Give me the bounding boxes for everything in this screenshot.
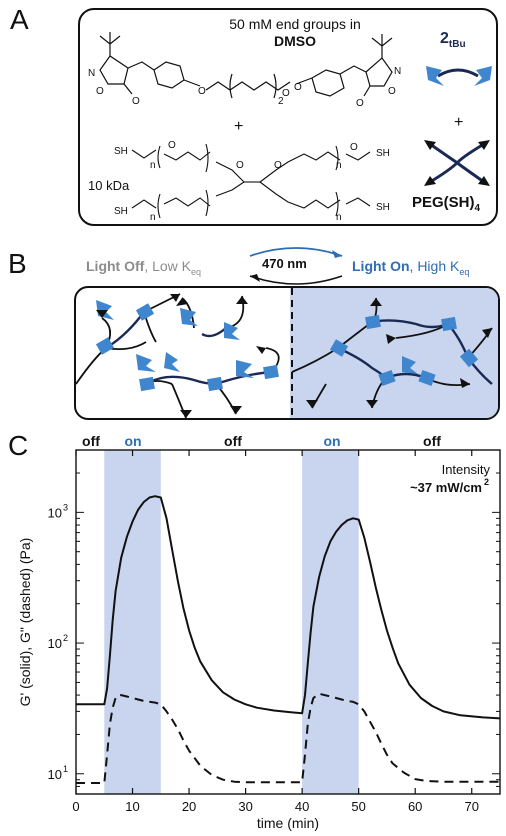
panel-a-letter: A (10, 4, 29, 35)
solvent-title-line1: 50 mM end groups in (229, 16, 361, 32)
state-label-on-1: on (124, 433, 141, 449)
solvent-title-line2: DMSO (274, 33, 316, 49)
panel-b-box (74, 286, 500, 420)
light-off-label: Light Off, Low Keq (86, 258, 201, 277)
light-off-rest: , Low K (144, 258, 192, 274)
light-on-region (290, 288, 498, 418)
crosslinker-label: 2tBu (440, 30, 466, 50)
y-tick-label: 10 (48, 636, 62, 651)
light-on-band-1 (104, 450, 161, 794)
y-tick-exponent: 3 (63, 502, 68, 512)
plus-sign-right: + (454, 114, 464, 131)
atom-o-peg-4: O (350, 142, 358, 153)
panel-c-letter: C (8, 430, 29, 461)
state-label-off-3: off (423, 433, 441, 449)
y-tick-label: 10 (48, 505, 62, 520)
y-tick-exponent: 1 (63, 764, 68, 774)
x-tick-label: 20 (182, 799, 196, 814)
thiol-bottom-right: SH (376, 202, 390, 213)
atom-o-left-carbonyl: O (132, 96, 140, 107)
intensity-superscript: 2 (484, 477, 489, 487)
x-tick-label: 10 (125, 799, 139, 814)
y-tick-label: 10 (48, 767, 62, 782)
repeat-n-br: n (336, 212, 342, 222)
thiol-top-left: SH (114, 146, 128, 157)
light-off-sub: eq (191, 266, 202, 277)
x-tick-label: 50 (351, 799, 365, 814)
light-on-rest: , High K (409, 258, 460, 274)
state-label-off-1: off (82, 433, 100, 449)
state-label-on-2: on (323, 433, 340, 449)
peg-sh4-structure: SH SH SH SH n n n n O O O O (114, 140, 390, 222)
atom-o-peg-1: O (168, 140, 176, 151)
atom-o-right-ring: O (388, 86, 396, 97)
atom-o-left-ring: O (96, 86, 104, 97)
intensity-value: ~37 mW/cm (410, 480, 482, 495)
thiol-bottom-left: SH (114, 206, 128, 217)
panel-a-box (78, 8, 498, 226)
peg-label-sub: 4 (474, 203, 481, 214)
molecular-weight-label: 10 kDa (88, 178, 130, 193)
intensity-label: Intensity (442, 462, 491, 477)
wavelength-label: 470 nm (262, 256, 307, 271)
x-tick-label: 60 (408, 799, 422, 814)
network-schematic (76, 288, 493, 418)
shade-layer (104, 450, 359, 794)
repeat-n-bl: n (150, 212, 156, 222)
x-tick-label: 0 (72, 799, 79, 814)
solvent-title: 50 mM end groups in DMSO (190, 16, 400, 50)
series-layer (76, 495, 501, 784)
peg-label: PEG(SH)4 (412, 194, 480, 214)
atom-n-left: N (88, 68, 95, 79)
atom-o-right-carbonyl: O (356, 98, 364, 109)
repeat-n-tr: n (336, 160, 342, 171)
x-tick-label: 40 (295, 799, 309, 814)
atom-o-ether-right: O (294, 82, 302, 93)
y-axis-label: G' (solid), G" (dashed) (Pa) (17, 538, 33, 707)
state-label-off-2: off (224, 433, 242, 449)
light-off-bold: Light Off (86, 258, 145, 274)
plot-frame (75, 449, 501, 795)
crosslinker-icon (426, 66, 492, 86)
storage-modulus-line (76, 495, 501, 720)
atom-o-ether-left: O (198, 86, 206, 97)
x-tick-label: 70 (464, 799, 478, 814)
crosslinker-label-sub: tBu (448, 39, 466, 51)
thiol-top-right: SH (376, 148, 390, 159)
light-on-label: Light On, High Keq (352, 258, 469, 277)
crosslinker-label-main: 2 (440, 30, 449, 47)
crosslinker-structure: N O O O O 2 O N O O (88, 32, 401, 109)
peg-repeat-sub: 2 (278, 96, 284, 107)
panel-b-letter: B (8, 248, 27, 279)
light-on-bold: Light On (352, 258, 410, 274)
y-tick-exponent: 2 (63, 633, 68, 643)
plus-sign-center: + (234, 118, 244, 135)
light-on-band-2 (302, 450, 359, 794)
atom-n-right: N (394, 66, 401, 77)
atom-o-peg-3: O (274, 160, 282, 171)
x-tick-label: 30 (238, 799, 252, 814)
atom-o-peg: O (282, 88, 290, 99)
equilibrium-arrows (249, 247, 343, 285)
repeat-n-tl: n (150, 160, 156, 171)
light-on-sub: eq (459, 266, 470, 277)
peg-star-icon (424, 140, 490, 186)
atom-o-peg-2: O (236, 160, 244, 171)
x-axis-label: time (min) (257, 815, 319, 831)
peg-label-main: PEG(SH) (412, 194, 475, 211)
loss-modulus-line (76, 692, 500, 784)
